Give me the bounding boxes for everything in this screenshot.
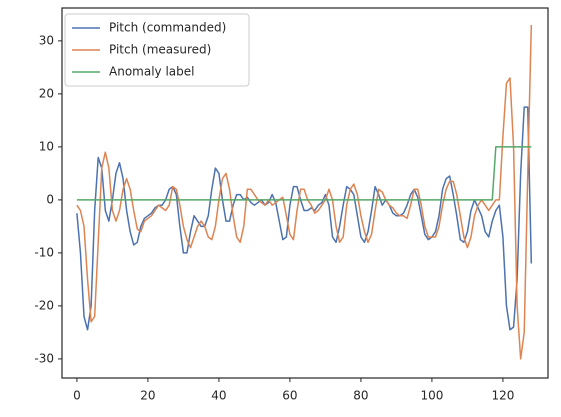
series-line [76,146,532,201]
x-tick-label: 120 [491,389,514,403]
x-tick-label: 80 [353,389,368,403]
x-tick-label: 20 [140,389,155,403]
y-tick-label: 20 [39,86,54,100]
legend-label: Pitch (measured) [109,43,211,57]
y-tick-label: -10 [34,245,54,259]
y-tick-label: -30 [34,351,54,365]
y-tick-label: -20 [34,298,54,312]
x-tick-label: 40 [211,389,226,403]
x-tick-label: 0 [73,389,81,403]
y-tick-label: 30 [39,33,54,47]
y-tick-label: 10 [39,139,54,153]
legend-label: Anomaly label [109,65,194,79]
legend-box [64,13,250,87]
plot-frame [61,7,549,379]
legend-label: Pitch (commanded) [109,21,226,35]
x-tick-label: 100 [420,389,443,403]
x-tick-label: 60 [282,389,297,403]
series-line [76,24,533,360]
y-tick-label: 0 [46,192,54,206]
series-line [76,106,533,331]
